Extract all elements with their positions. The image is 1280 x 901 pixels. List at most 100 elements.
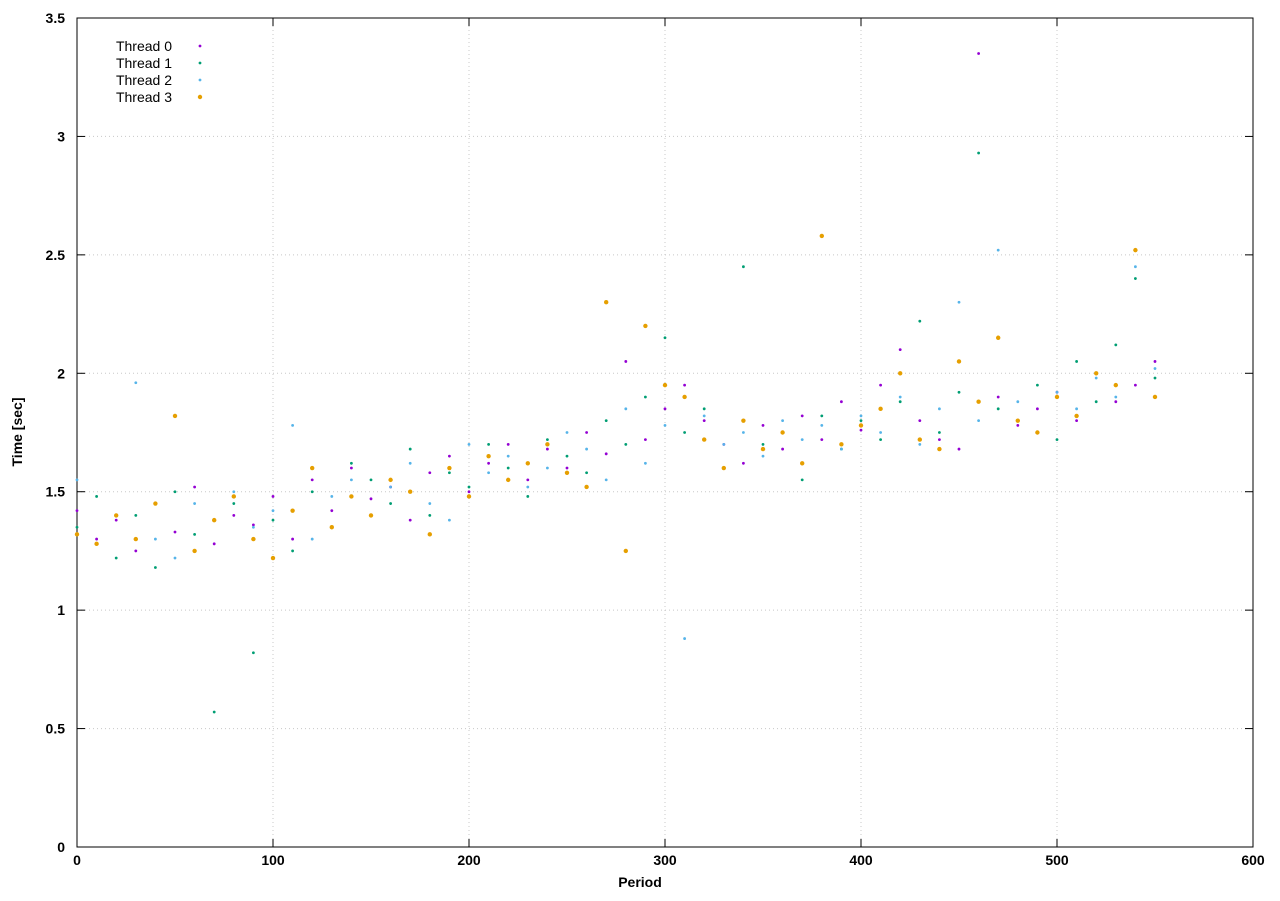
point xyxy=(781,447,784,451)
point xyxy=(526,478,530,482)
point xyxy=(369,497,373,501)
point xyxy=(1054,394,1060,400)
point xyxy=(996,335,1001,340)
x-tick-label: 200 xyxy=(457,852,481,868)
y-tick-label: 2 xyxy=(57,365,65,381)
point xyxy=(761,442,765,446)
point xyxy=(232,490,236,494)
point xyxy=(1113,382,1119,388)
point xyxy=(1153,367,1157,370)
point xyxy=(996,395,1000,399)
x-tick-label: 0 xyxy=(73,852,81,868)
point xyxy=(349,494,354,499)
point xyxy=(75,478,79,482)
point xyxy=(173,490,177,494)
point xyxy=(231,494,236,499)
point xyxy=(448,471,451,475)
point xyxy=(271,495,275,498)
point xyxy=(134,381,138,385)
point xyxy=(839,442,844,447)
point xyxy=(291,423,294,427)
point xyxy=(193,532,197,536)
point xyxy=(663,407,667,411)
point xyxy=(1075,360,1078,363)
legend-marker xyxy=(198,61,202,65)
point xyxy=(800,414,804,418)
point xyxy=(154,537,157,541)
point xyxy=(467,490,471,494)
plot-frame xyxy=(76,17,1254,848)
point xyxy=(1152,394,1158,400)
legend-marker xyxy=(198,78,202,82)
point xyxy=(1134,265,1137,269)
point xyxy=(879,383,882,387)
point xyxy=(114,556,118,560)
point xyxy=(1074,413,1079,419)
point xyxy=(95,495,98,498)
point xyxy=(918,319,922,323)
point xyxy=(644,395,647,399)
point xyxy=(1036,383,1039,387)
x-tick-label: 300 xyxy=(653,852,677,868)
point xyxy=(134,549,138,553)
point xyxy=(917,437,922,442)
point xyxy=(564,470,570,475)
point xyxy=(1016,423,1020,427)
point xyxy=(702,407,706,411)
point xyxy=(467,442,471,446)
point xyxy=(957,300,961,304)
point xyxy=(840,447,843,451)
point xyxy=(1075,419,1078,423)
y-tick-label: 3 xyxy=(57,128,65,144)
point xyxy=(604,300,609,305)
point xyxy=(898,348,902,351)
point xyxy=(1035,430,1040,435)
point xyxy=(310,490,314,494)
point xyxy=(310,478,314,482)
x-tick-label: 600 xyxy=(1241,852,1265,868)
point xyxy=(1114,395,1118,399)
point xyxy=(290,508,295,513)
point xyxy=(212,517,217,523)
point xyxy=(173,556,177,560)
point xyxy=(1134,277,1137,280)
point xyxy=(172,413,178,419)
point xyxy=(526,485,530,489)
point xyxy=(350,466,353,470)
point xyxy=(918,419,922,423)
point xyxy=(585,471,588,475)
point xyxy=(427,532,432,537)
point xyxy=(840,400,843,404)
y-tick-label: 0.5 xyxy=(46,721,66,737)
point xyxy=(193,502,197,505)
legend-label: Thread 3 xyxy=(116,89,172,105)
point xyxy=(702,419,706,423)
point xyxy=(232,502,236,505)
point xyxy=(976,399,981,404)
point xyxy=(761,423,765,427)
point xyxy=(662,382,668,388)
x-tick-label: 400 xyxy=(849,852,873,868)
point xyxy=(742,461,745,465)
point xyxy=(1094,376,1098,380)
point xyxy=(1036,407,1039,411)
point xyxy=(526,495,530,498)
point xyxy=(389,502,392,505)
point xyxy=(859,414,863,418)
point xyxy=(604,419,608,423)
y-tick-label: 3.5 xyxy=(46,10,66,26)
point xyxy=(977,151,980,155)
point xyxy=(977,419,980,423)
point xyxy=(956,359,962,364)
point xyxy=(408,518,412,522)
legend-marker xyxy=(197,94,203,100)
point xyxy=(957,390,961,394)
point xyxy=(75,525,79,529)
point xyxy=(879,438,882,442)
point xyxy=(683,637,686,640)
point xyxy=(800,478,804,482)
y-tick-label: 2.5 xyxy=(46,247,66,263)
point xyxy=(938,407,941,411)
point xyxy=(624,442,628,446)
point xyxy=(585,431,588,434)
